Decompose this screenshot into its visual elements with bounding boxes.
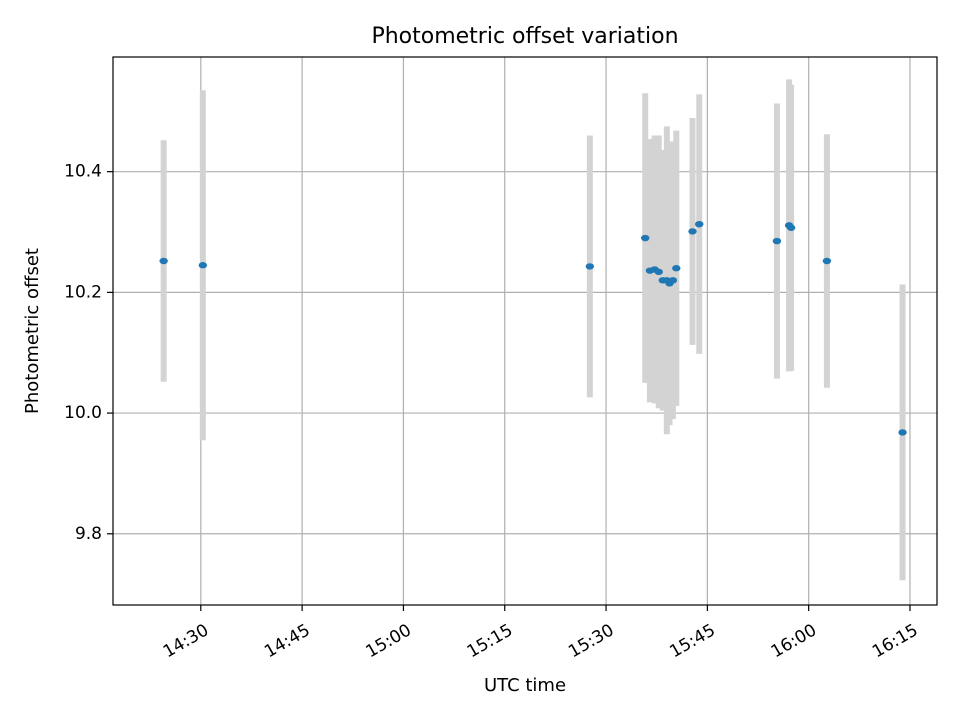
data-point bbox=[898, 429, 907, 436]
x-axis-label: UTC time bbox=[484, 675, 566, 696]
y-tick-label: 9.8 bbox=[75, 524, 102, 544]
data-point bbox=[198, 262, 208, 269]
data-point bbox=[822, 257, 832, 265]
data-point bbox=[159, 257, 168, 265]
grid bbox=[113, 57, 937, 605]
y-tick-label: 10.4 bbox=[64, 162, 102, 182]
y-axis-label: Photometric offset bbox=[22, 248, 43, 414]
data-point bbox=[672, 265, 681, 272]
data-point bbox=[668, 277, 678, 284]
data-point bbox=[641, 234, 650, 242]
data-point bbox=[772, 237, 782, 245]
y-tick-label: 10.0 bbox=[64, 403, 102, 423]
data-point bbox=[786, 224, 796, 231]
data-point bbox=[695, 220, 704, 228]
plot-frame bbox=[112, 56, 938, 606]
data-point bbox=[654, 268, 663, 276]
chart-title: Photometric offset variation bbox=[371, 24, 678, 49]
data-points bbox=[159, 220, 907, 436]
y-tick-label: 10.2 bbox=[64, 282, 102, 302]
data-point bbox=[585, 263, 595, 270]
data-point bbox=[688, 228, 697, 235]
